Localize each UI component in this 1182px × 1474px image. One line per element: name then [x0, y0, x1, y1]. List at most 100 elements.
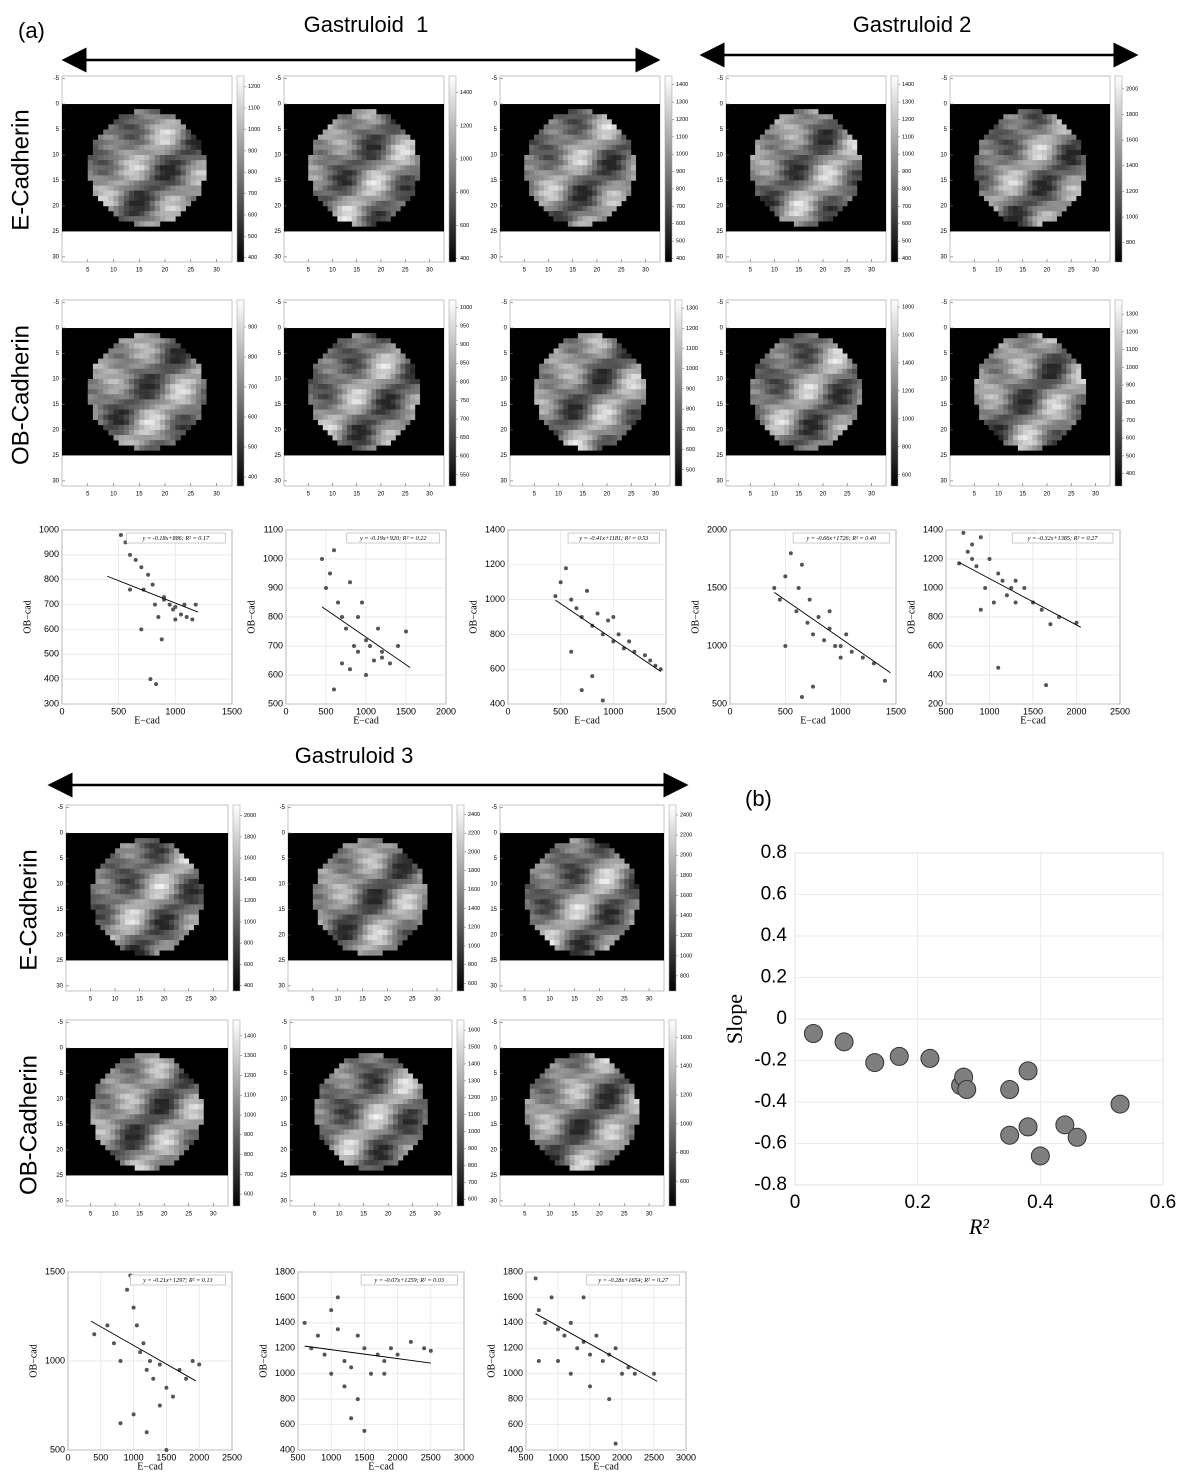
- heatmap-pixel: [347, 410, 352, 415]
- heatmap-pixel: [342, 201, 347, 206]
- heatmap-pixel: [352, 180, 357, 185]
- heatmap-pixel: [765, 130, 770, 135]
- heatmap-pixel: [180, 420, 185, 425]
- heatmap-pixel: [1003, 415, 1008, 420]
- heatmap-pixel: [196, 399, 201, 404]
- heatmap-pixel: [774, 379, 779, 384]
- heatmap-pixel: [1037, 384, 1042, 389]
- heatmap-pixel: [568, 343, 573, 348]
- heatmap-pixel: [191, 359, 196, 364]
- heatmap-pixel: [558, 130, 563, 135]
- colorbar-tick-label: 1000: [676, 152, 688, 158]
- heatmap-pixel: [175, 410, 180, 415]
- heatmap-pixel: [544, 364, 549, 369]
- heatmap-pixel: [396, 160, 401, 165]
- heatmap-pixel: [332, 140, 337, 145]
- heatmap-pixel: [125, 909, 130, 914]
- heatmap-pixel: [93, 180, 98, 185]
- colorbar-tick-label: 1200: [676, 117, 688, 123]
- heatmap-pixel: [98, 369, 103, 374]
- heatmap-pixel: [842, 384, 847, 389]
- heatmap-pixel: [1028, 135, 1033, 140]
- heatmap-pixel: [818, 130, 823, 135]
- heatmap-pixel: [842, 170, 847, 175]
- heatmap-pixel: [154, 945, 159, 950]
- heatmap-pixel: [804, 389, 809, 394]
- heatmap-pixel: [794, 150, 799, 155]
- heatmap-pixel: [352, 440, 357, 445]
- heatmap-pixel: [1066, 165, 1071, 170]
- heatmap-pixel: [186, 399, 191, 404]
- heatmap-pixel: [1037, 175, 1042, 180]
- heatmap-pixel: [799, 369, 804, 374]
- heatmap-pixel: [1018, 374, 1023, 379]
- heatmap-pixel: [366, 165, 371, 170]
- heatmap-pixel: [524, 165, 529, 170]
- heatmap-pixel: [1018, 425, 1023, 430]
- heatmap-pixel: [1081, 379, 1086, 384]
- heatmap-pixel: [813, 420, 818, 425]
- heatmap-pixel: [100, 869, 105, 874]
- heatmap-pixel: [159, 874, 164, 879]
- heatmap-pixel: [607, 389, 612, 394]
- heatmap-pixel: [134, 338, 139, 343]
- heatmap-pixel: [347, 145, 352, 150]
- heatmap-pixel: [1008, 155, 1013, 160]
- heatmap-pixel: [828, 114, 833, 119]
- heatmap-pixel: [337, 206, 342, 211]
- heatmap-pixel: [381, 191, 386, 196]
- heatmap-pixel: [1062, 348, 1067, 353]
- heatmap-pixel: [332, 359, 337, 364]
- heatmap-pixel: [165, 364, 170, 369]
- heatmap-pixel: [612, 354, 617, 359]
- heatmap-pixel: [124, 201, 129, 206]
- heatmap-pixel: [1032, 201, 1037, 206]
- heatmap-pixel: [160, 410, 165, 415]
- heatmap-pixel: [779, 135, 784, 140]
- heatmap-pixel: [381, 369, 386, 374]
- heatmap-pixel: [337, 394, 342, 399]
- heatmap-pixel: [1008, 145, 1013, 150]
- heatmap-pixel: [191, 180, 196, 185]
- heatmap-pixel: [105, 899, 110, 904]
- heatmap-pixel: [175, 160, 180, 165]
- heatmap-pixel: [100, 864, 105, 869]
- heatmap-pixel: [110, 925, 115, 930]
- heatmap-pixel: [1066, 364, 1071, 369]
- heatmap-pixel: [616, 150, 621, 155]
- heatmap-pixel: [558, 216, 563, 221]
- heatmap-pixel: [308, 394, 313, 399]
- heatmap-pixel: [337, 170, 342, 175]
- heatmap-pixel: [592, 124, 597, 129]
- heatmap-pixel: [592, 359, 597, 364]
- heatmap-pixel: [789, 440, 794, 445]
- heatmap-pixel: [1028, 216, 1033, 221]
- heatmap-pixel: [804, 196, 809, 201]
- heatmap-pixel: [114, 186, 119, 191]
- heatmap-pixel: [400, 140, 405, 145]
- heatmap-pixel: [342, 165, 347, 170]
- y-tick-label: 5: [278, 127, 282, 133]
- heatmap-pixel: [755, 145, 760, 150]
- heatmap-pixel: [789, 389, 794, 394]
- heatmap-pixel: [1076, 404, 1081, 409]
- heatmap-pixel: [998, 140, 1003, 145]
- heatmap-pixel: [838, 170, 843, 175]
- heatmap-pixel: [169, 859, 174, 864]
- heatmap-pixel: [750, 155, 755, 160]
- y-tick-label: 15: [716, 402, 723, 408]
- heatmap-pixel: [120, 899, 125, 904]
- heatmap-pixel: [376, 201, 381, 206]
- heatmap-pixel: [1032, 135, 1037, 140]
- heatmap-pixel: [573, 191, 578, 196]
- heatmap-pixel: [342, 338, 347, 343]
- heatmap-pixel: [755, 160, 760, 165]
- heatmap-pixel: [823, 170, 828, 175]
- heatmap-pixel: [974, 160, 979, 165]
- heatmap-pixel: [134, 165, 139, 170]
- panel-label: (b): [745, 786, 772, 811]
- heatmap-pixel: [1037, 425, 1042, 430]
- heatmap-pixel: [139, 221, 144, 226]
- heatmap-pixel: [588, 364, 593, 369]
- colorbar-tick-label: 1400: [460, 90, 472, 96]
